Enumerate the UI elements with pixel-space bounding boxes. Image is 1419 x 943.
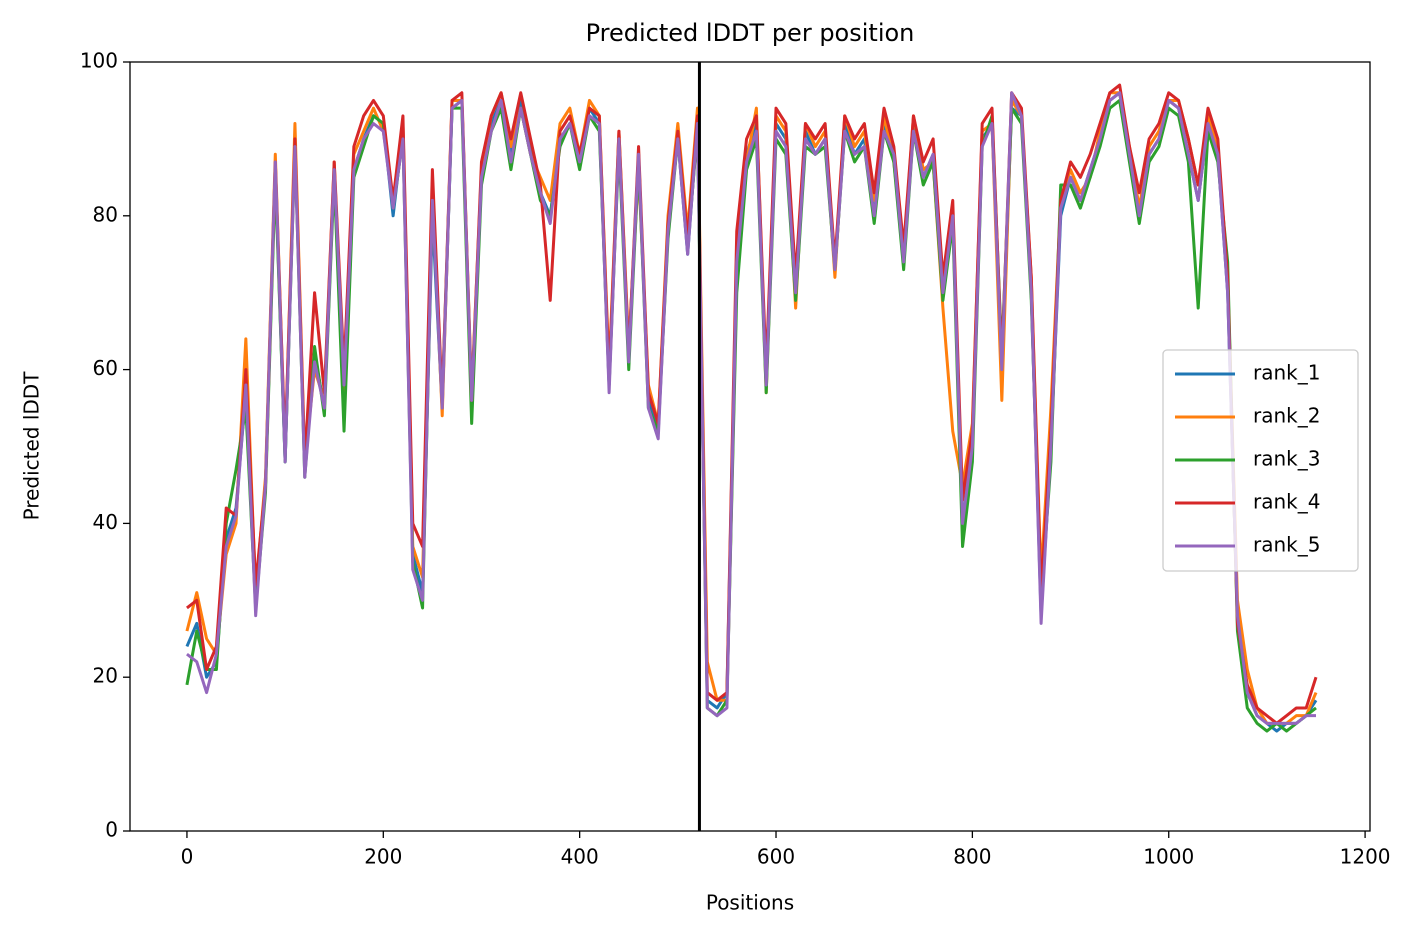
x-tick-label: 400 bbox=[561, 845, 599, 869]
x-tick-label: 800 bbox=[953, 845, 991, 869]
y-tick-label: 40 bbox=[93, 510, 118, 534]
legend-label: rank_4 bbox=[1253, 490, 1320, 514]
x-tick-label: 0 bbox=[181, 845, 194, 869]
y-tick-label: 0 bbox=[105, 818, 118, 842]
legend-label: rank_3 bbox=[1253, 447, 1320, 471]
y-tick-label: 20 bbox=[93, 664, 118, 688]
y-axis-label: Predicted lDDT bbox=[20, 371, 44, 521]
data-line bbox=[186, 91, 1316, 725]
legend-label: rank_1 bbox=[1253, 361, 1320, 385]
legend-box bbox=[1162, 349, 1359, 572]
y-tick-label: 80 bbox=[93, 202, 118, 226]
data-line bbox=[185, 91, 1318, 733]
x-tick-label: 1200 bbox=[1340, 845, 1391, 869]
x-tick-label: 1000 bbox=[1143, 845, 1194, 869]
x-tick-label: 200 bbox=[364, 845, 402, 869]
data-line bbox=[185, 98, 1317, 733]
chart-title: Predicted lDDT per position bbox=[586, 19, 915, 47]
legend-label: rank_2 bbox=[1253, 404, 1320, 428]
y-tick-label: 100 bbox=[80, 49, 118, 73]
plot-frame bbox=[129, 61, 1371, 832]
x-tick-label: 600 bbox=[757, 845, 795, 869]
data-line bbox=[185, 91, 1318, 725]
y-tick-label: 60 bbox=[93, 356, 118, 380]
x-axis-label: Positions bbox=[706, 891, 794, 915]
legend-label: rank_5 bbox=[1253, 533, 1320, 557]
